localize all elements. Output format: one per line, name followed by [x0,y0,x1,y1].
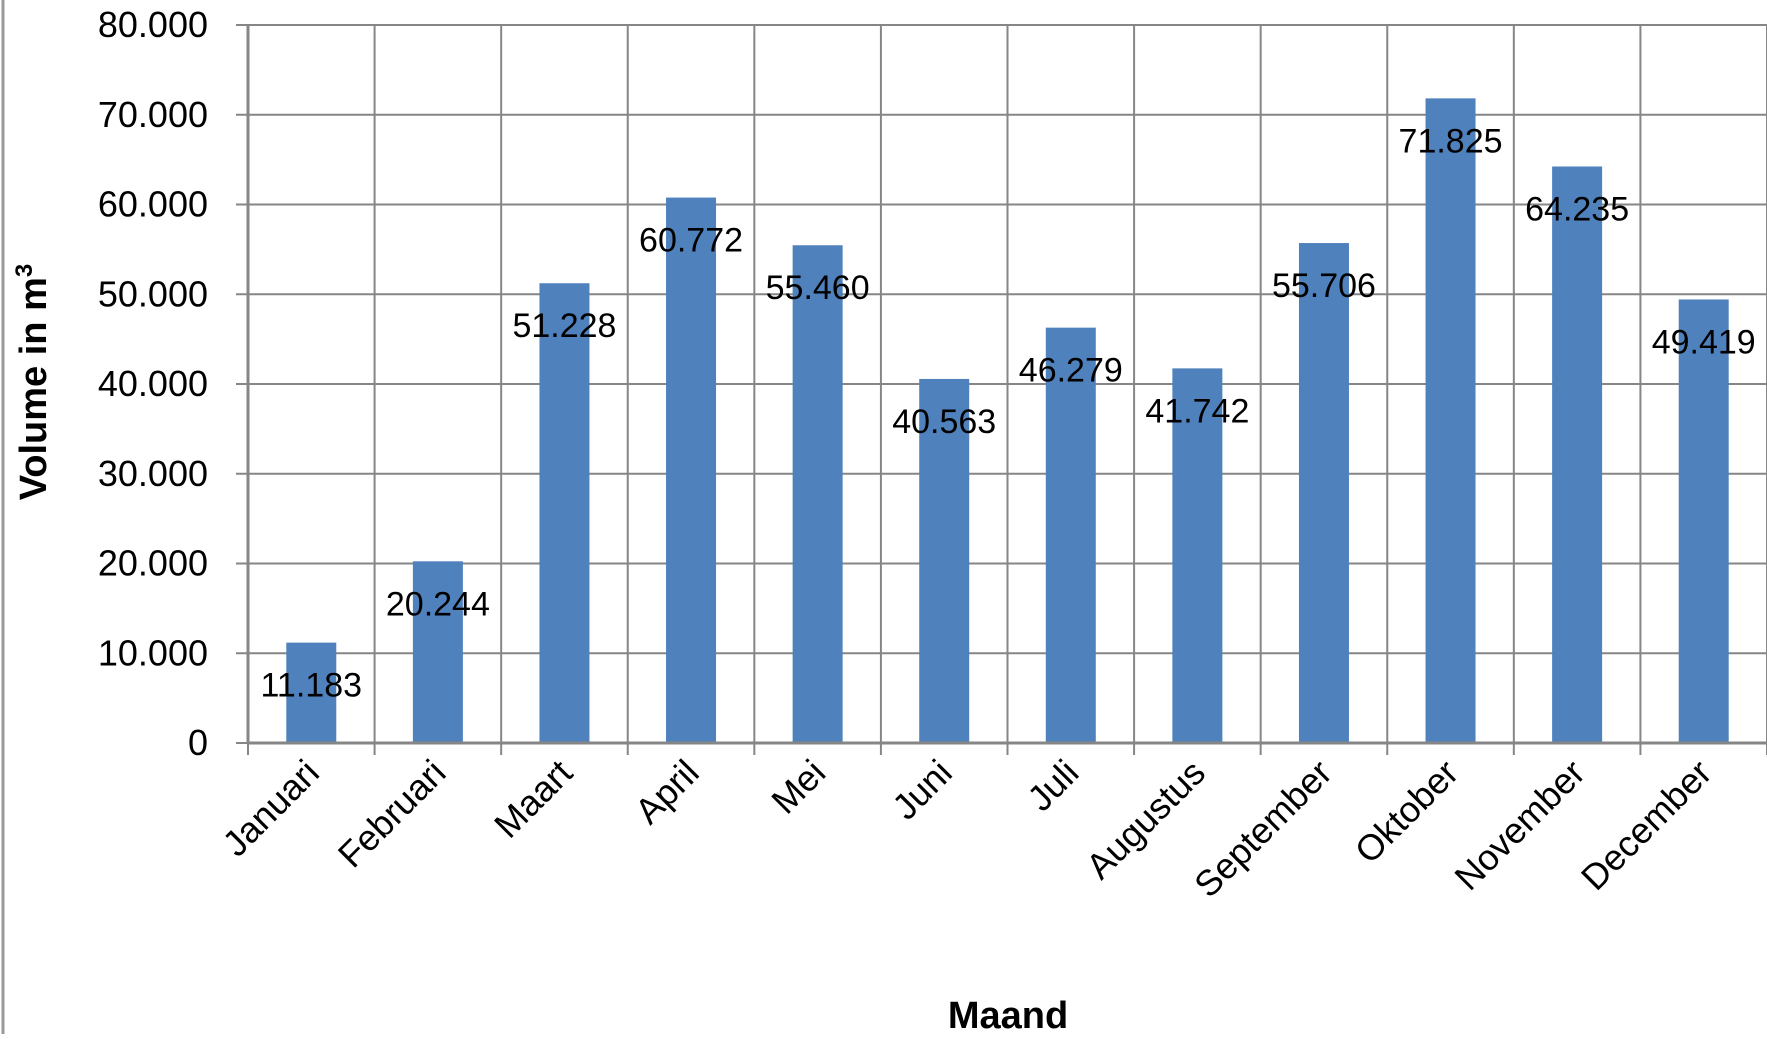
data-label: 60.772 [639,222,743,260]
y-tick-label: 20.000 [98,543,208,584]
data-label: 40.563 [892,403,996,441]
bar-juli [1045,327,1096,743]
x-tick-label: Oktober [1347,752,1467,872]
x-tick-label: Maart [486,752,580,846]
x-tick-label: Januari [214,752,326,864]
x-tick-label: November [1446,752,1592,898]
x-axis-title: Maand [948,995,1068,1034]
grid-lines [247,24,1767,755]
bar-september [1298,243,1349,744]
bar-juni [919,378,970,743]
bar-november [1552,166,1603,744]
y-axis-title-superscript: 3 [11,264,38,277]
y-tick-label: 60.000 [98,184,208,225]
x-tick-label: Augustus [1078,752,1213,887]
bar-mei [792,245,843,743]
data-label: 55.460 [766,269,870,307]
x-tick-label: September [1186,752,1340,906]
x-tick-label: Juni [884,752,960,828]
x-tick-label: Februari [330,752,454,876]
bar-december [1678,299,1729,743]
y-tick-label: 80.000 [98,4,208,45]
x-tick-label: December [1573,752,1719,898]
bar-maart [539,283,590,743]
bars [286,98,1729,744]
x-tick-label: Mei [763,752,833,822]
y-tick-label: 0 [188,722,208,763]
y-tick-label: 40.000 [98,363,208,404]
x-tick-label: April [627,752,707,832]
data-label: 41.742 [1145,392,1249,430]
x-tick-labels: Januari Februari Maart April Mei Juni JuliAugu… [214,752,1719,906]
data-label: 20.244 [386,585,490,623]
data-label: 55.706 [1272,267,1376,305]
y-tick-label: 50.000 [98,273,208,314]
bar-oktober [1425,98,1476,744]
bar-augustus [1172,368,1223,743]
data-label: 49.419 [1652,323,1756,361]
bar-februari [412,561,463,743]
bar-april [666,197,717,744]
data-label: 46.279 [1019,352,1123,390]
data-label: 64.235 [1525,190,1629,228]
y-tick-label: 10.000 [98,632,208,673]
y-tick-labels: 0 10.000 20.000 30.000 40.000 50.000 60.000 70.… [98,4,208,763]
y-axis-title: Volume in m3 [11,264,55,500]
x-tick-label: Juli [1019,752,1086,819]
data-label: 71.825 [1399,122,1503,160]
data-labels: 11.183 20.244 51.228 60.772 55.460 40.563 46.2… [261,122,1756,704]
y-tick-label: 70.000 [98,94,208,135]
data-label: 11.183 [261,667,362,705]
data-label: 51.228 [512,307,616,345]
bar-januari [286,642,337,743]
axes [236,24,1767,745]
y-tick-label: 30.000 [98,453,208,494]
